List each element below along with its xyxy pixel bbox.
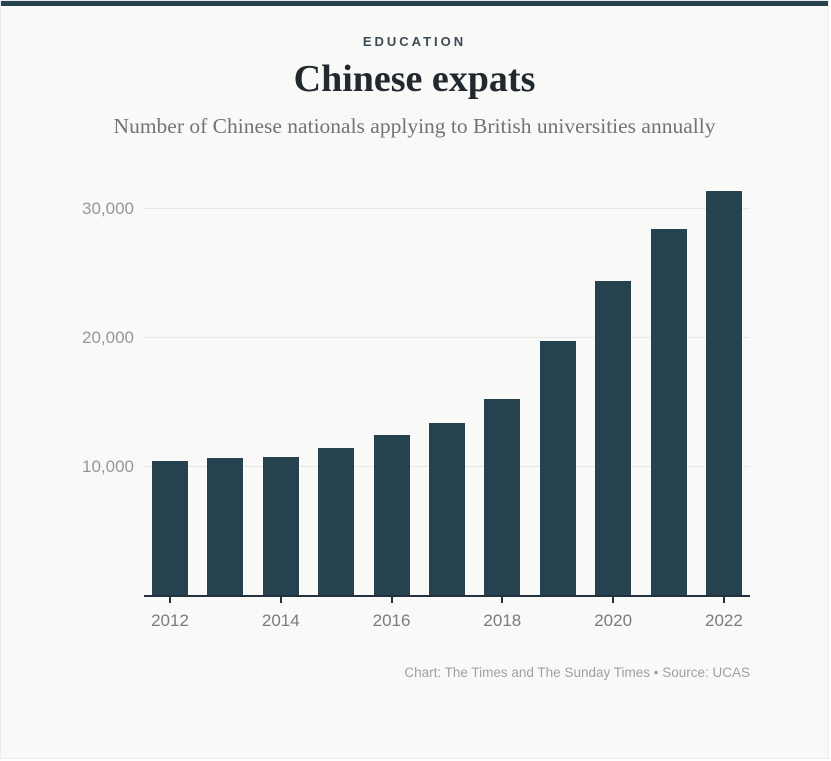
bar-column-2014: 2014 [262, 174, 300, 630]
bar-column-2018: 2018 [483, 174, 521, 630]
x-axis-tick-2022 [722, 597, 725, 604]
kicker-label: EDUCATION [362, 34, 467, 49]
x-axis-tick-2020 [612, 597, 615, 604]
bar-2017 [428, 422, 465, 596]
bar-2013 [207, 457, 244, 596]
top-accent-stripe [1, 1, 828, 6]
x-axis-label-2014: 2014 [261, 611, 300, 631]
x-axis-tick-2018 [501, 597, 504, 604]
bar-column-2019 [539, 174, 576, 596]
bar-column-2020: 2020 [594, 174, 632, 630]
chart-credit: Chart: The Times and The Sunday Times • … [404, 665, 750, 681]
bar-column-2021 [650, 174, 687, 596]
y-axis-label-10000: 10,000 [82, 456, 134, 476]
bar-column-2013 [207, 174, 244, 596]
bar-column-2012: 2012 [151, 174, 189, 630]
bars-group: 2012 2014 2016 2018 2020 2022 [144, 174, 750, 630]
x-axis-tick-2014 [279, 597, 282, 604]
x-axis-label-2020: 2020 [594, 611, 633, 631]
bar-column-2015 [318, 174, 355, 596]
x-axis-tick-2012 [169, 597, 171, 604]
y-axis-label-20000: 20,000 [82, 327, 134, 347]
bar-column-2016: 2016 [373, 174, 410, 630]
x-axis-tick-2016 [390, 597, 393, 604]
y-axis-label-30000: 30,000 [82, 199, 134, 219]
x-axis-label-2012: 2012 [151, 611, 189, 631]
bar-column-2017 [428, 174, 465, 596]
x-axis-label-2018: 2018 [483, 611, 522, 631]
bar-2015 [318, 448, 355, 596]
bar-2014 [262, 457, 299, 596]
bar-chart: 2012 2014 2016 2018 2020 2022 10,000 20,000 30,… [72, 174, 750, 630]
x-axis-label-2016: 2016 [372, 611, 411, 631]
bar-2021 [650, 228, 687, 596]
plot-area: 2012 2014 2016 2018 2020 2022 [144, 174, 750, 630]
chart-subtitle: Number of Chinese nationals applying to … [113, 113, 716, 138]
bar-2016 [373, 435, 410, 596]
bar-2018 [484, 399, 521, 596]
gridline-20000 [144, 336, 750, 338]
x-axis-label-2022: 2022 [704, 611, 743, 631]
chart-title: Chinese expats [293, 58, 536, 100]
bar-2022 [705, 191, 742, 596]
bar-column-2022: 2022 [705, 174, 743, 630]
bar-2012 [152, 461, 188, 596]
bar-2019 [539, 340, 576, 596]
gridline-30000 [144, 208, 750, 210]
bar-2020 [595, 280, 632, 596]
